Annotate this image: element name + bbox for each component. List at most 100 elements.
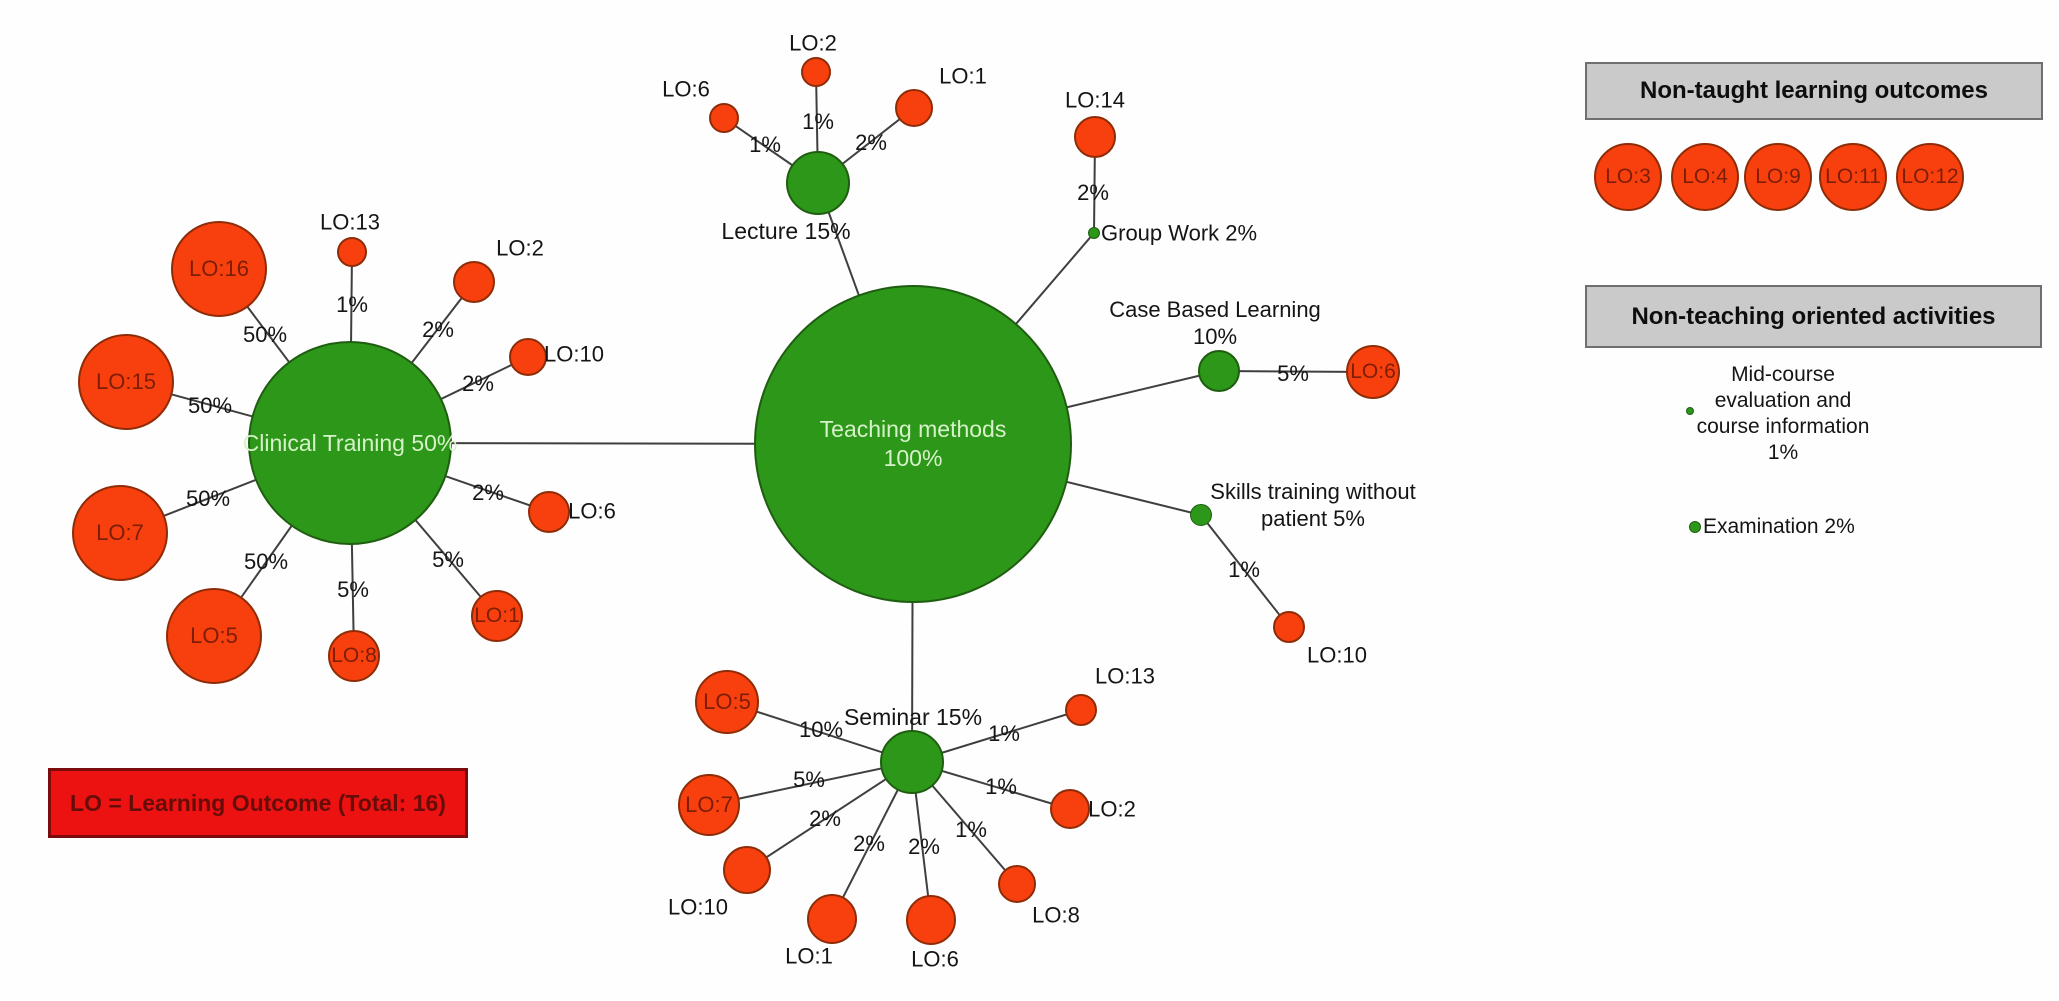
label-lo14: LO:14 <box>1065 87 1125 113</box>
label-teaching: Teaching methods 100% <box>819 416 1007 471</box>
label-sm-lo1: LO:1 <box>785 943 833 969</box>
edge-label-groupwork-lo14: 2% <box>1077 180 1109 205</box>
edge-label-cbl-cbl-lo6: 5% <box>1277 361 1309 386</box>
node-ct-lo13 <box>337 237 367 267</box>
label-lc-lo2: LO:2 <box>789 30 837 56</box>
non-taught-outcomes-header: Non-taught learning outcomes <box>1585 62 2043 120</box>
node-nt-lo11: LO:11 <box>1819 143 1887 211</box>
edge-label-clinical-ct-lo13: 1% <box>336 292 368 317</box>
node-dot-exam <box>1689 521 1701 533</box>
edge-label-clinical-ct-lo10: 2% <box>462 371 494 396</box>
node-lecture <box>786 151 850 215</box>
node-sm-lo5: LO:5 <box>695 670 759 734</box>
label-cbl-lo6: LO:6 <box>1350 359 1396 383</box>
node-nt-lo9: LO:9 <box>1744 143 1812 211</box>
node-sm-lo1 <box>807 894 857 944</box>
label-lecture: Lecture 15% <box>721 217 851 244</box>
label-ct-lo6: LO:6 <box>568 498 616 524</box>
edge-label-clinical-ct-lo15: 50% <box>187 393 233 418</box>
node-ct-lo8: LO:8 <box>328 630 380 682</box>
label-ct-lo5: LO:5 <box>190 623 238 649</box>
label-sm-lo13: LO:13 <box>1095 663 1155 689</box>
label-ct-lo2: LO:2 <box>496 235 544 261</box>
node-lc-lo1 <box>895 89 933 127</box>
node-lc-lo2 <box>801 57 831 87</box>
edge-label-seminar-sm-lo13: 1% <box>988 721 1020 746</box>
label-nt-lo4: LO:4 <box>1682 164 1728 188</box>
node-ct-lo16: LO:16 <box>171 221 267 317</box>
label-ct-lo10: LO:10 <box>544 341 604 367</box>
edge-label-clinical-ct-lo2: 2% <box>422 317 454 342</box>
edge-seminar-sm-lo7 <box>708 761 913 806</box>
node-sm-lo8 <box>998 865 1036 903</box>
label-sm-lo10: LO:10 <box>668 894 728 920</box>
label-ct-lo16: LO:16 <box>189 256 249 282</box>
edge-label-clinical-ct-lo7: 50% <box>185 486 231 511</box>
label-sm-lo6: LO:6 <box>911 946 959 972</box>
edge-label-seminar-sm-lo6: 2% <box>908 834 940 859</box>
node-ct-lo6 <box>528 491 570 533</box>
edge-label-seminar-sm-lo2: 1% <box>985 774 1017 799</box>
node-sk-lo10 <box>1273 611 1305 643</box>
node-cbl <box>1198 350 1240 392</box>
node-lo14 <box>1074 116 1116 158</box>
edge-label-clinical-ct-lo5: 50% <box>243 549 289 574</box>
node-ct-lo10 <box>509 338 547 376</box>
edge-skills-sk-lo10 <box>1200 514 1290 628</box>
edge-label-lecture-lc-lo1: 2% <box>855 130 887 155</box>
label-ct-lo13: LO:13 <box>320 209 380 235</box>
edge-label-skills-sk-lo10: 1% <box>1228 557 1260 582</box>
node-sm-lo13 <box>1065 694 1097 726</box>
node-seminar <box>880 730 944 794</box>
legend-box: LO = Learning Outcome (Total: 16) <box>48 768 468 838</box>
label-sm-lo5: LO:5 <box>703 689 751 715</box>
edge-label-seminar-sm-lo5: 10% <box>798 717 844 742</box>
node-teaching: Teaching methods 100% <box>754 285 1072 603</box>
label-cbl: Case Based Learning 10% <box>1109 297 1321 349</box>
label-sm-lo2: LO:2 <box>1088 796 1136 822</box>
label-sm-lo8: LO:8 <box>1032 902 1080 928</box>
edge-label-lecture-lc-lo6: 1% <box>749 132 781 157</box>
label-ct-lo8: LO:8 <box>331 643 377 667</box>
edge-label-seminar-sm-lo1: 2% <box>853 831 885 856</box>
legend-text: LO = Learning Outcome (Total: 16) <box>70 789 446 816</box>
node-dot-midcourse <box>1686 407 1694 415</box>
node-ct-lo15: LO:15 <box>78 334 174 430</box>
node-sm-lo2 <box>1050 789 1090 829</box>
node-ct-lo1: LO:1 <box>471 590 523 642</box>
label-ct-lo15: LO:15 <box>96 369 156 395</box>
label-lc-lo1: LO:1 <box>939 63 987 89</box>
edge-label-clinical-ct-lo8: 5% <box>337 577 369 602</box>
node-clinical: Clinical Training 50% <box>243 341 457 545</box>
label-nt-lo3: LO:3 <box>1605 164 1651 188</box>
node-nt-lo12: LO:12 <box>1896 143 1964 211</box>
node-ct-lo7: LO:7 <box>72 485 168 581</box>
node-nt-lo4: LO:4 <box>1671 143 1739 211</box>
edge-label-clinical-ct-lo1: 5% <box>432 547 464 572</box>
edge-label-clinical-ct-lo6: 2% <box>472 480 504 505</box>
label-groupwork: Group Work 2% <box>1101 220 1258 246</box>
non-teaching-activities-header: Non-teaching oriented activities <box>1585 285 2042 348</box>
node-sm-lo7: LO:7 <box>678 774 740 836</box>
label-ct-lo1: LO:1 <box>474 603 520 627</box>
edge-label-seminar-sm-lo8: 1% <box>955 817 987 842</box>
label-clinical: Clinical Training 50% <box>242 429 458 456</box>
label-nt-lo9: LO:9 <box>1755 164 1801 188</box>
label-skills: Skills training without patient 5% <box>1210 479 1416 531</box>
edge-label-lecture-lc-lo2: 1% <box>802 109 834 134</box>
examination-label: Examination 2% <box>1703 515 1855 538</box>
edge-label-seminar-sm-lo7: 5% <box>793 767 825 792</box>
label-nt-lo12: LO:12 <box>1901 164 1959 188</box>
node-ct-lo5: LO:5 <box>166 588 262 684</box>
node-nt-lo3: LO:3 <box>1594 143 1662 211</box>
node-ct-lo2 <box>453 261 495 303</box>
edge-seminar-sm-lo10 <box>746 761 913 871</box>
midcourse-evaluation-label: Mid-course evaluation and course informa… <box>1696 363 1870 464</box>
edge-label-seminar-sm-lo10: 2% <box>809 806 841 831</box>
label-nt-lo11: LO:11 <box>1825 164 1881 188</box>
node-cbl-lo6: LO:6 <box>1346 345 1400 399</box>
label-sm-lo7: LO:7 <box>685 792 733 818</box>
label-lc-lo6: LO:6 <box>662 76 710 102</box>
node-sm-lo10 <box>723 846 771 894</box>
